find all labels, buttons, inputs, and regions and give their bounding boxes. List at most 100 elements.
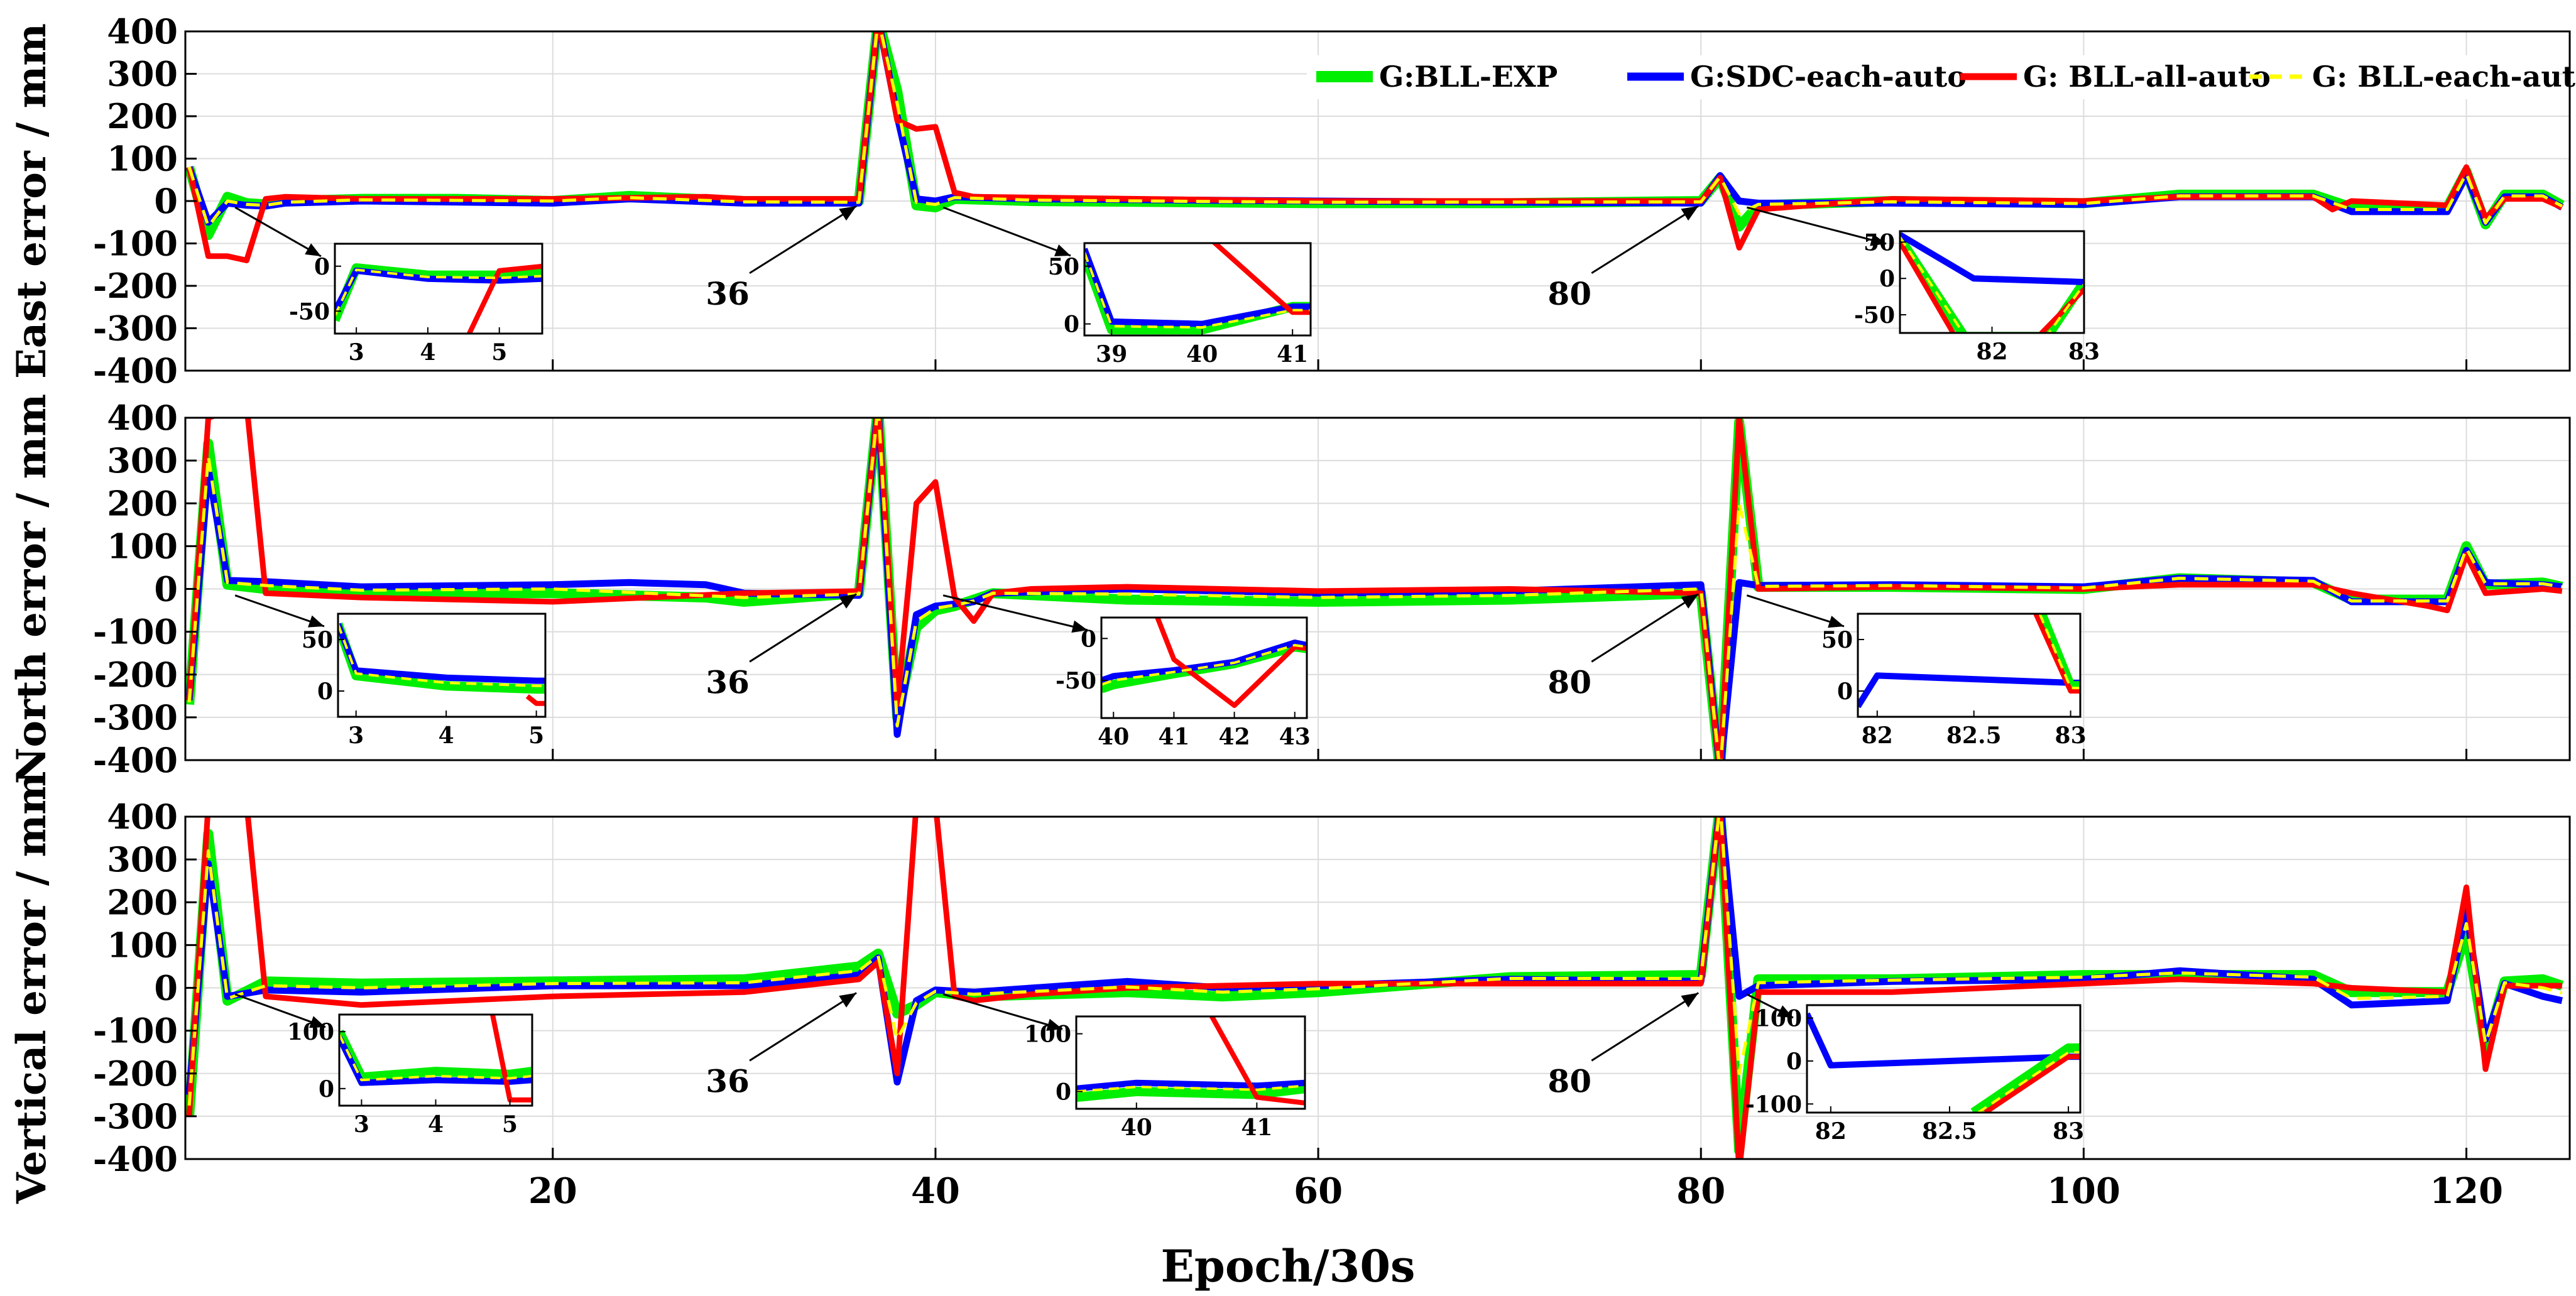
y-tick-label: -400 bbox=[93, 740, 178, 780]
arrow-head bbox=[1777, 1005, 1793, 1018]
inset-y-tick-label: -100 bbox=[1745, 1091, 1802, 1118]
inset-y-tick-label: 100 bbox=[287, 1019, 334, 1045]
inset-series-line bbox=[1900, 241, 2084, 333]
inset-series-group bbox=[338, 622, 545, 706]
inset-x-tick-label: 4 bbox=[439, 722, 454, 749]
x-tick-label: 120 bbox=[2430, 1170, 2503, 1212]
inset-y-tick-label: 0 bbox=[1064, 312, 1079, 338]
inset-x-tick-label: 41 bbox=[1241, 1114, 1272, 1141]
inset-y-tick-label: 0 bbox=[1056, 1079, 1071, 1105]
y-tick-label: -200 bbox=[93, 266, 178, 306]
inset-series-line bbox=[1084, 248, 1311, 327]
annotation-arrow bbox=[749, 205, 857, 275]
inset-frame bbox=[1083, 242, 1312, 337]
inset-pointer bbox=[234, 993, 326, 1028]
inset-series-line bbox=[1076, 1084, 1305, 1093]
y-tick-label: 0 bbox=[154, 968, 178, 1008]
y-tick-label: -100 bbox=[93, 224, 178, 264]
inset-x-tick-label: 5 bbox=[502, 1111, 518, 1138]
series-line-g-bll-exp bbox=[185, 817, 2564, 1156]
annotation-arrow bbox=[749, 992, 857, 1062]
arrow-head bbox=[1870, 234, 1886, 246]
arrow-head bbox=[1681, 594, 1699, 609]
inset-x-tick-label: 5 bbox=[528, 722, 544, 749]
inset-series-line bbox=[1154, 618, 1307, 708]
arrow-head bbox=[308, 615, 324, 628]
inset-series-line bbox=[339, 1036, 532, 1086]
inset-plot: 82 82.5 83 0 50 bbox=[1821, 613, 2087, 749]
inset-x-tick-label: 82 bbox=[1862, 722, 1893, 749]
x-tick-label: 40 bbox=[911, 1170, 960, 1212]
y-tick-label: 200 bbox=[107, 96, 178, 136]
inset-series-line bbox=[1970, 1043, 2080, 1113]
annotation-label: 36 bbox=[706, 1062, 750, 1099]
y-tick-label: -300 bbox=[93, 1096, 178, 1136]
inset-plot: 40 41 0 100 bbox=[1024, 1015, 1306, 1141]
inset-background bbox=[338, 614, 545, 717]
inset-y-tick-label: -50 bbox=[1854, 302, 1895, 329]
series-line-g-bll-all-auto bbox=[186, 31, 2563, 263]
inset-series-line bbox=[2038, 614, 2080, 690]
inset-series-line bbox=[339, 1033, 532, 1082]
x-tick-label: 100 bbox=[2047, 1170, 2120, 1212]
inset-y-tick-label: 100 bbox=[1024, 1021, 1071, 1048]
inset-pointer bbox=[942, 594, 1088, 631]
arrow-head bbox=[1054, 244, 1071, 256]
y-tick-label: -400 bbox=[93, 351, 178, 391]
inset-x-tick-label: 4 bbox=[420, 339, 435, 366]
arrow-head bbox=[1681, 206, 1699, 221]
arrow-head bbox=[1828, 616, 1844, 628]
y-tick-label: 300 bbox=[107, 839, 178, 879]
series-group bbox=[185, 418, 2563, 760]
inset-x-tick-label: 41 bbox=[1158, 724, 1189, 750]
inset-y-tick-label: 0 bbox=[1879, 266, 1895, 292]
annotation-label: 80 bbox=[1547, 663, 1591, 700]
inset-x-tick-label: 3 bbox=[354, 1111, 369, 1138]
inset-pointer bbox=[942, 206, 1071, 257]
y-tick-label: 400 bbox=[107, 11, 178, 52]
y-tick-label: 100 bbox=[107, 526, 178, 566]
inset-x-tick-label: 40 bbox=[1186, 341, 1218, 368]
arrow-head bbox=[1681, 993, 1699, 1008]
inset-x-tick-label: 41 bbox=[1277, 341, 1308, 368]
inset-series-group bbox=[1858, 614, 2080, 709]
legend-label: G: BLL-each-auto bbox=[2312, 60, 2576, 94]
inset-y-tick-label: 50 bbox=[1821, 627, 1853, 653]
series-group bbox=[185, 817, 2564, 1159]
annotation-arrow bbox=[1591, 205, 1700, 275]
inset-series-line bbox=[1209, 1016, 1305, 1106]
inset-series-line bbox=[1076, 1079, 1305, 1092]
y-tick-label: -300 bbox=[93, 308, 178, 349]
series-line-g-bll-each-auto bbox=[187, 31, 2563, 228]
inset-frame bbox=[1075, 1015, 1306, 1110]
inset-y-tick-label: 50 bbox=[302, 627, 333, 653]
inset-frame bbox=[1857, 613, 2082, 718]
inset-x-tick-label: 4 bbox=[428, 1111, 444, 1138]
inset-series-line bbox=[1076, 1084, 1305, 1103]
y-tick-label: 400 bbox=[107, 797, 178, 837]
series-line-g-bll-each-auto bbox=[187, 418, 2563, 760]
legend-label: G: BLL-all-auto bbox=[2023, 60, 2271, 94]
inset-y-tick-label: 0 bbox=[1081, 626, 1096, 652]
inset-pointer bbox=[942, 993, 1063, 1030]
inset-x-tick-label: 83 bbox=[2055, 722, 2087, 749]
inset-plot: 3 4 5 0 100 bbox=[287, 1013, 533, 1138]
y-tick-label: -100 bbox=[93, 612, 178, 652]
inset-series-line bbox=[466, 263, 542, 334]
inset-series-line bbox=[338, 623, 545, 687]
inset-background bbox=[335, 244, 542, 334]
inset-x-tick-label: 42 bbox=[1219, 724, 1250, 750]
annotation-label: 80 bbox=[1547, 275, 1591, 312]
inset-x-tick-label: 83 bbox=[2053, 1118, 2084, 1145]
y-tick-label: 100 bbox=[107, 925, 178, 965]
legend-label: G:BLL-EXP bbox=[1379, 60, 1558, 94]
inset-x-tick-label: 82 bbox=[1976, 339, 2007, 365]
inset-y-tick-label: -50 bbox=[1056, 668, 1096, 694]
inset-frame bbox=[334, 242, 543, 335]
inset-series-group bbox=[1076, 1016, 1305, 1106]
y-axis-label: North error / mm bbox=[8, 394, 55, 784]
series-line-g-bll-each-auto bbox=[187, 817, 2563, 1106]
inset-pointer bbox=[234, 206, 322, 258]
